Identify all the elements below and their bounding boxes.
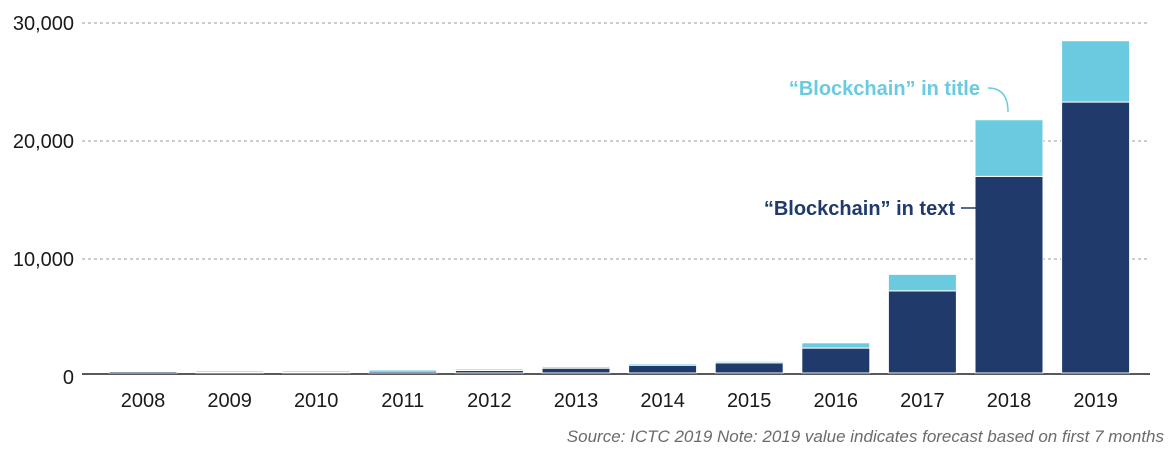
bar-in-title-2017 bbox=[887, 273, 957, 292]
x-tick-label: 2013 bbox=[554, 390, 599, 412]
bar-in-text-2019 bbox=[1061, 101, 1131, 374]
x-tick-label: 2014 bbox=[640, 390, 685, 412]
annotation-in-text: “Blockchain” in text bbox=[764, 198, 955, 220]
x-tick-label: 2008 bbox=[121, 390, 166, 412]
annotations: “Blockchain” in title “Blockchain” in tex… bbox=[764, 78, 1009, 220]
bar-in-title-2010 bbox=[281, 370, 351, 373]
x-tick-label: 2009 bbox=[207, 390, 252, 412]
bar-in-title-2011 bbox=[368, 369, 438, 372]
bar-in-text-2015 bbox=[714, 362, 784, 374]
x-tick-label: 2018 bbox=[987, 390, 1032, 412]
x-tick-labels: 2008 2009 2010 2011 2012 2013 2014 2015 2016 2017… bbox=[121, 390, 1118, 412]
y-tick-labels: 0 10,000 20,000 30,000 bbox=[13, 13, 74, 389]
bar-in-title-2016 bbox=[801, 342, 871, 349]
bar-in-title-2012 bbox=[454, 368, 524, 372]
grid-layer bbox=[82, 22, 1150, 375]
bar-in-title-2014 bbox=[628, 363, 698, 366]
x-tick-label: 2016 bbox=[814, 390, 859, 412]
bar-in-text-2013 bbox=[541, 367, 611, 374]
bar-in-title-2018 bbox=[974, 119, 1044, 177]
annotation-leader-in-title bbox=[987, 87, 1009, 113]
x-tick-label: 2019 bbox=[1073, 390, 1118, 412]
bar-in-title-2015 bbox=[714, 360, 784, 364]
y-tick-label: 20,000 bbox=[13, 131, 74, 153]
x-tick-label: 2010 bbox=[294, 390, 339, 412]
x-tick-label: 2017 bbox=[900, 390, 945, 412]
bar-in-text-2017 bbox=[887, 290, 957, 374]
bar-in-text-2018 bbox=[974, 175, 1044, 374]
bars-layer bbox=[108, 40, 1131, 374]
y-tick-label: 10,000 bbox=[13, 249, 74, 271]
bar-in-title-2009 bbox=[195, 370, 265, 373]
bar-in-title-2019 bbox=[1061, 40, 1131, 103]
y-tick-label: 30,000 bbox=[13, 13, 74, 35]
x-tick-label: 2015 bbox=[727, 390, 772, 412]
bar-in-text-2008 bbox=[108, 371, 178, 374]
bar-in-text-2016 bbox=[801, 347, 871, 374]
bar-in-title-2013 bbox=[541, 366, 611, 369]
source-note: Source: ICTC 2019 Note: 2019 value indic… bbox=[566, 427, 1164, 446]
x-tick-label: 2011 bbox=[381, 390, 424, 412]
x-tick-label: 2012 bbox=[467, 390, 512, 412]
bar-in-text-2014 bbox=[628, 364, 698, 374]
annotation-in-title: “Blockchain” in title bbox=[789, 78, 980, 100]
y-tick-label: 0 bbox=[63, 367, 74, 389]
